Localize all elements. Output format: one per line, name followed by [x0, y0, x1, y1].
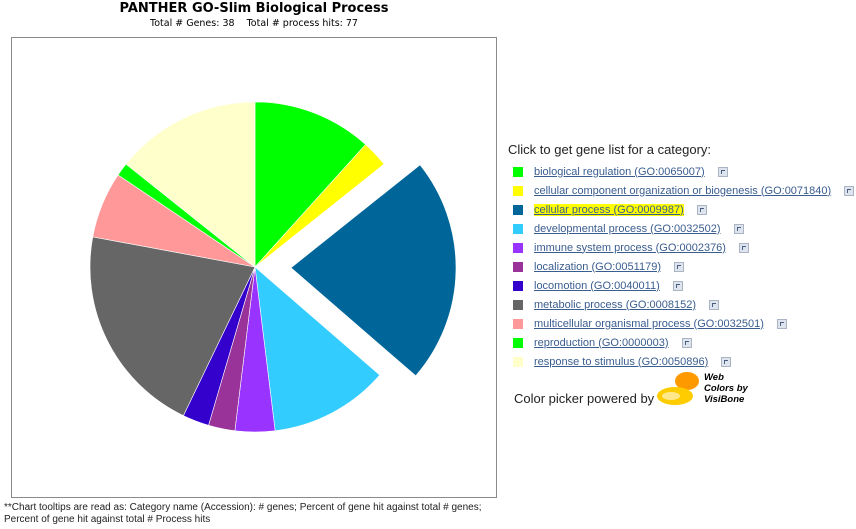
legend-item: response to stimulus (GO:0050896): [508, 352, 856, 371]
color-picker-credit: Color picker powered by: [514, 391, 655, 406]
legend-link[interactable]: reproduction (GO:0000003): [534, 336, 669, 349]
legend-swatch: [513, 223, 523, 234]
legend-link[interactable]: localization (GO:0051179): [534, 260, 661, 273]
legend-link[interactable]: multicellular organismal process (GO:003…: [534, 317, 764, 330]
legend-link[interactable]: developmental process (GO:0032502): [534, 222, 721, 235]
chart-title: PANTHER GO-Slim Biological Process: [119, 1, 389, 16]
drill-down-icon[interactable]: [673, 261, 684, 272]
drill-down-icon[interactable]: [709, 299, 720, 310]
visibone-logo-line2: Colors by: [704, 383, 748, 394]
legend-link[interactable]: cellular component organization or bioge…: [534, 184, 832, 197]
legend-swatch: [513, 185, 523, 196]
legend-item: multicellular organismal process (GO:003…: [508, 314, 856, 333]
pie-slice[interactable]: [290, 164, 457, 377]
pie-slice[interactable]: [254, 101, 366, 268]
pie-chart-frame: [11, 37, 497, 498]
legend-link[interactable]: biological regulation (GO:0065007): [534, 165, 705, 178]
legend-items: biological regulation (GO:0065007) cellul…: [508, 162, 856, 371]
legend-item: metabolic process (GO:0008152): [508, 295, 856, 314]
footnote-line2: Percent of gene hit against total # Proc…: [4, 514, 211, 525]
drill-down-icon[interactable]: [721, 356, 732, 367]
drill-down-icon[interactable]: [717, 166, 728, 177]
legend-link[interactable]: metabolic process (GO:0008152): [534, 298, 697, 311]
legend-item: localization (GO:0051179): [508, 257, 856, 276]
legend-swatch: [513, 166, 523, 177]
legend-item: immune system process (GO:0002376): [508, 238, 856, 257]
visibone-logo-line1: Web: [704, 372, 724, 383]
chart-subtitle: Total # Genes: 38 Total # process hits: …: [150, 18, 358, 29]
legend-swatch: [513, 261, 523, 272]
drill-down-icon[interactable]: [738, 242, 749, 253]
legend-link[interactable]: cellular process (GO:0009987): [534, 203, 684, 216]
drill-down-icon[interactable]: [776, 318, 787, 329]
visibone-logo[interactable]: Web Colors by VisiBone: [657, 371, 757, 407]
visibone-logo-line3: VisiBone: [704, 394, 745, 405]
pie-slice[interactable]: [89, 236, 256, 417]
footnote-line1: **Chart tooltips are read as: Category n…: [4, 502, 482, 513]
pie-slice[interactable]: [254, 144, 385, 268]
drill-down-icon[interactable]: [681, 337, 692, 348]
drill-down-icon[interactable]: [733, 223, 744, 234]
drill-down-icon[interactable]: [844, 185, 855, 196]
pie-slice[interactable]: [254, 266, 381, 432]
legend-item: biological regulation (GO:0065007): [508, 162, 856, 181]
legend-heading: Click to get gene list for a category:: [508, 142, 712, 157]
legend-item: locomotion (GO:0040011): [508, 276, 856, 295]
legend: Click to get gene list for a category: b…: [508, 142, 856, 371]
legend-item: cellular component organization or bioge…: [508, 181, 856, 200]
legend-item: developmental process (GO:0032502): [508, 219, 856, 238]
pie-chart: [89, 101, 457, 433]
pie-slice[interactable]: [125, 101, 256, 268]
legend-swatch: [513, 242, 523, 253]
legend-swatch: [513, 337, 523, 348]
legend-link[interactable]: response to stimulus (GO:0050896): [534, 355, 709, 368]
footnote: **Chart tooltips are read as: Category n…: [4, 502, 504, 526]
legend-swatch: [513, 299, 523, 310]
legend-swatch: [513, 318, 523, 329]
legend-item: cellular process (GO:0009987): [508, 200, 856, 219]
legend-swatch: [513, 204, 523, 215]
drill-down-icon[interactable]: [696, 204, 707, 215]
legend-swatch: [513, 280, 523, 291]
legend-link[interactable]: locomotion (GO:0040011): [534, 279, 660, 292]
drill-down-icon[interactable]: [672, 280, 683, 291]
legend-swatch: [513, 356, 523, 367]
visibone-logo-icon: [657, 372, 699, 405]
legend-item: reproduction (GO:0000003): [508, 333, 856, 352]
legend-link[interactable]: immune system process (GO:0002376): [534, 241, 726, 254]
